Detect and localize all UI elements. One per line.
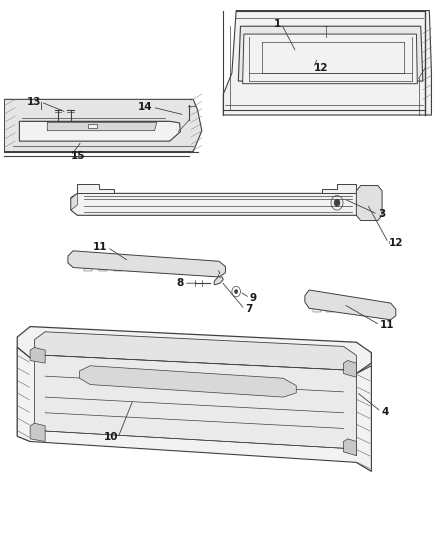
Polygon shape	[238, 26, 423, 81]
Bar	[378, 305, 385, 312]
Bar	[99, 262, 107, 271]
Text: 12: 12	[389, 238, 403, 248]
Circle shape	[234, 289, 238, 294]
Polygon shape	[79, 366, 296, 397]
Polygon shape	[343, 439, 357, 456]
Polygon shape	[35, 348, 357, 456]
Text: 10: 10	[104, 432, 118, 442]
Text: 3: 3	[378, 209, 385, 219]
Text: 4: 4	[381, 407, 389, 417]
Polygon shape	[322, 184, 357, 193]
Polygon shape	[19, 122, 180, 141]
Circle shape	[334, 199, 340, 206]
Text: 12: 12	[314, 63, 328, 73]
Polygon shape	[35, 332, 357, 370]
Polygon shape	[243, 34, 417, 84]
Polygon shape	[17, 327, 371, 374]
Text: 1: 1	[274, 19, 281, 29]
Bar	[174, 262, 183, 271]
Polygon shape	[68, 251, 226, 277]
Text: 11: 11	[93, 242, 107, 252]
Bar	[326, 305, 334, 312]
Polygon shape	[17, 348, 371, 471]
Text: 8: 8	[177, 278, 184, 288]
Polygon shape	[357, 185, 382, 221]
Polygon shape	[71, 193, 360, 215]
Polygon shape	[71, 193, 78, 210]
Text: 11: 11	[380, 320, 395, 330]
Polygon shape	[17, 348, 30, 441]
Text: 15: 15	[71, 151, 85, 161]
Text: 7: 7	[245, 304, 252, 314]
Bar	[339, 305, 347, 312]
Polygon shape	[88, 124, 97, 128]
Bar	[189, 262, 198, 271]
Bar	[159, 262, 167, 271]
Polygon shape	[343, 360, 357, 377]
Polygon shape	[305, 290, 396, 320]
Bar	[144, 262, 152, 271]
Bar	[361, 187, 374, 191]
Polygon shape	[214, 277, 223, 285]
Bar	[361, 206, 374, 210]
Bar	[129, 262, 138, 271]
Text: 14: 14	[138, 102, 152, 112]
Polygon shape	[343, 363, 357, 456]
Bar	[365, 305, 373, 312]
Text: 13: 13	[26, 97, 41, 107]
Polygon shape	[4, 99, 202, 151]
Bar	[361, 212, 374, 216]
Polygon shape	[357, 363, 371, 471]
Polygon shape	[223, 11, 431, 115]
Polygon shape	[30, 348, 45, 363]
Bar	[204, 262, 212, 271]
Bar	[361, 200, 374, 204]
Text: 9: 9	[250, 293, 257, 303]
Polygon shape	[30, 423, 45, 441]
Bar	[314, 305, 321, 312]
Bar	[114, 262, 123, 271]
Bar	[361, 193, 374, 198]
Polygon shape	[47, 123, 157, 131]
Bar	[84, 262, 92, 271]
Polygon shape	[78, 184, 114, 193]
Polygon shape	[35, 348, 45, 431]
Bar	[352, 305, 360, 312]
